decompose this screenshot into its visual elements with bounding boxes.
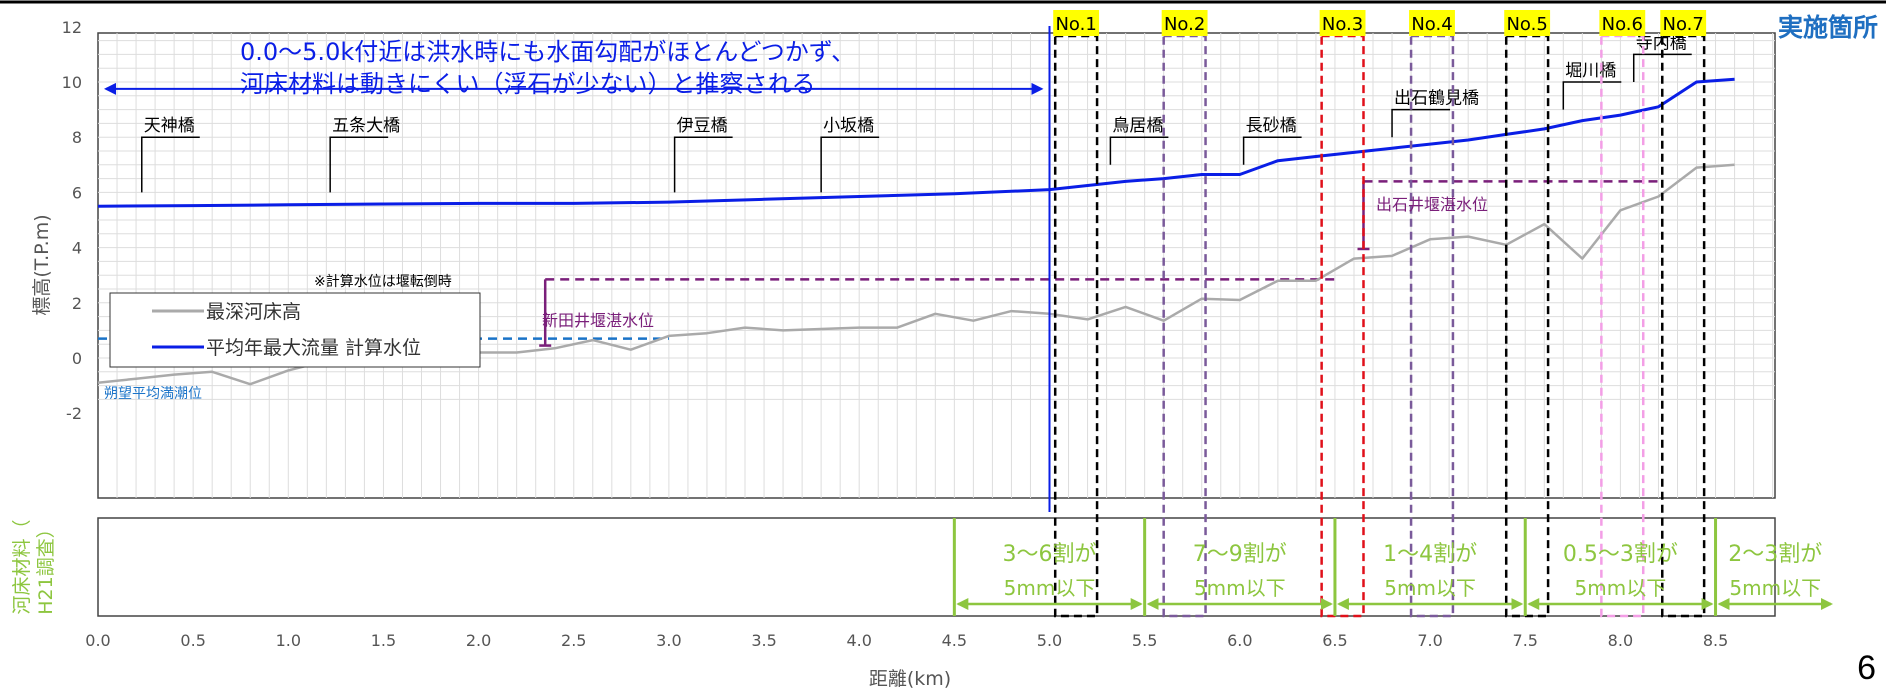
bridge-marker: [820, 136, 880, 193]
bridge-marker: [329, 136, 389, 193]
legend-box: [109, 292, 481, 368]
bridge-label: 天神橋: [144, 116, 195, 136]
implementation-label: 実施箇所: [1777, 13, 1878, 42]
y-axis-label: 標高(T.P.m): [31, 214, 53, 315]
x-tick-label: 1.5: [371, 631, 396, 650]
survey-box-label: No.4: [1411, 14, 1452, 35]
y-tick-label: 0: [72, 349, 82, 368]
survey-box-label-bg: [1409, 10, 1455, 36]
survey-box-label-bg: [1161, 10, 1208, 36]
x-tick-label: 6.0: [1227, 631, 1252, 650]
x-tick-label: 7.5: [1513, 631, 1538, 650]
x-tick-label: 5.0: [1037, 631, 1062, 650]
y-tick-label: 2: [72, 294, 82, 313]
material-panel-label-1: 河床材料（: [11, 519, 33, 614]
x-axis-label: 距離(km): [869, 668, 951, 690]
y-tick-label: 8: [72, 128, 82, 147]
survey-boxes: No.1 No.2 No.3 No.4 No.5 No.6 No.7: [1048, 10, 1707, 618]
x-tick-label: 3.0: [656, 631, 681, 650]
deishi-weir-label: 出石井堰湛水位: [1376, 195, 1488, 214]
annotation-line-1: 0.0～5.0k付近は洪水時にも水面勾配がほとんどつかず、: [240, 38, 855, 66]
survey-box-label-bg: [1504, 10, 1551, 36]
survey-box-label-bg: [1053, 10, 1100, 36]
x-tick-label: 2.0: [466, 631, 491, 650]
bridge-marker: [1632, 53, 1692, 82]
annotation-line-2: 河床材料は動きにくい（浮石が少ない）と推察される: [240, 70, 816, 98]
x-tick-label: 1.0: [276, 631, 301, 650]
bridge-label: 出石鶴見橋: [1394, 89, 1479, 109]
tide-label: 朔望平均満潮位: [104, 386, 202, 402]
bridge-label: 伊豆橋: [677, 116, 728, 136]
y-tick-label: -2: [66, 404, 82, 423]
material-range-text-2: 5mm以下: [1004, 576, 1096, 600]
x-tick-label: 2.5: [561, 631, 586, 650]
material-range-text-2: 5mm以下: [1384, 576, 1476, 600]
material-range-text-1: 2～3割が: [1728, 542, 1822, 567]
nitta-weir-label: 新田井堰湛水位: [542, 311, 654, 330]
x-tick-label: 3.5: [751, 631, 776, 650]
x-tick-label: 7.0: [1417, 631, 1442, 650]
main-plot-frame: [97, 32, 1776, 499]
y-tick-label: 12: [62, 18, 82, 37]
bridge-label: 五条大橋: [332, 116, 400, 136]
material-range-text-1: 3～6割が: [1003, 542, 1097, 567]
legend-label-water: 平均年最大流量 計算水位: [206, 337, 421, 359]
bridge-label: 長砂橋: [1246, 116, 1297, 136]
water-level-line: [97, 77, 1735, 208]
x-tick-label: 8.0: [1608, 631, 1633, 650]
y-tick-label: 4: [72, 239, 82, 258]
bridge-label: 小坂橋: [823, 116, 874, 136]
survey-box-label: No.5: [1506, 14, 1547, 35]
survey-box-label: No.1: [1055, 14, 1096, 35]
x-tick-label: 5.5: [1132, 631, 1157, 650]
survey-box-label-bg: [1660, 10, 1707, 36]
material-range-text-2: 5mm以下: [1194, 576, 1286, 600]
bridge-marker: [1109, 136, 1169, 165]
x-tick-label: 0.0: [85, 631, 110, 650]
bridge-marker: [141, 136, 200, 193]
survey-box-label: No.7: [1663, 14, 1704, 35]
x-tick-label: 6.5: [1322, 631, 1347, 650]
survey-box-label: No.3: [1322, 14, 1363, 35]
material-range-text-2: 5mm以下: [1729, 576, 1821, 600]
legend-label-bed: 最深河床高: [206, 301, 301, 323]
bridge-marker: [1242, 136, 1302, 165]
calc-note: ※計算水位は堰転倒時: [314, 274, 452, 290]
page-number: 6: [1857, 649, 1876, 687]
x-tick-label: 0.5: [180, 631, 205, 650]
material-range-text-1: 0.5～3割が: [1563, 542, 1678, 567]
y-tick-label: 10: [62, 73, 82, 92]
x-tick-label: 4.0: [846, 631, 871, 650]
axis-ticks: 0.0 0.5 1.0 1.5 2.0 2.5 3.0 3.5 4.0 4.5 5.0 5.5 6.0 6…: [62, 18, 1729, 650]
material-range-text-1: 1～4割が: [1383, 542, 1477, 567]
bridge-label: 鳥居橋: [1112, 116, 1163, 136]
x-tick-label: 4.5: [942, 631, 967, 650]
y-tick-label: 6: [72, 183, 82, 202]
material-range-text-2: 5mm以下: [1575, 576, 1667, 600]
material-range-text-1: 7～9割が: [1193, 542, 1287, 567]
bridge-marker: [1391, 108, 1451, 138]
material-panel-label-2: H21調査）: [35, 519, 57, 614]
survey-box-label-bg: [1599, 10, 1646, 36]
survey-box-label: No.2: [1164, 14, 1205, 35]
bridge-label: 堀川橋: [1565, 61, 1616, 81]
survey-box-label: No.6: [1602, 14, 1643, 35]
material-ranges: 3～6割が 5mm以下 7～9割が 5mm以下 1～4割が 5mm以下 0.5～3割が 5mm…: [952, 518, 1833, 616]
survey-box-label-bg: [1319, 10, 1366, 36]
material-panel-frame: [97, 517, 1776, 617]
bridge-marker: [673, 136, 733, 193]
x-tick-label: 8.5: [1703, 631, 1728, 650]
legend: 最深河床高 平均年最大流量 計算水位: [109, 292, 481, 368]
